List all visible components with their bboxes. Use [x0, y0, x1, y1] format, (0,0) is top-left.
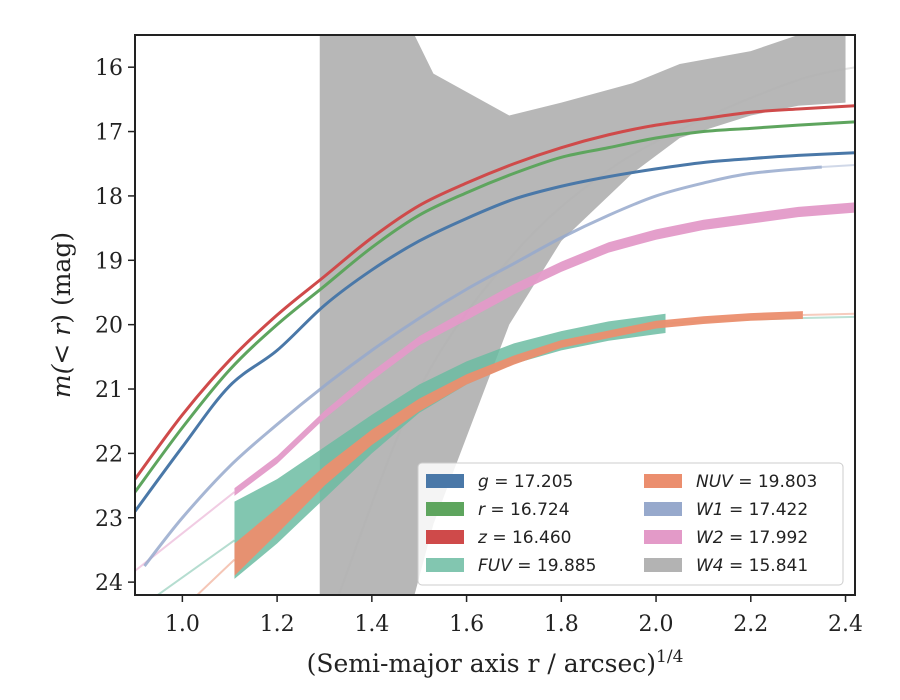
y-tick-label: 17 [95, 121, 123, 146]
legend-label-nuv: NUV = 19.803 [696, 472, 817, 492]
series-z-line [135, 104, 855, 481]
legend-swatch-w1 [644, 502, 682, 516]
y-axis-label-math: < r [47, 322, 76, 365]
axes: 1.0 1.2 1.4 1.6 1.8 2.0 2.2 2.4 16 17 18 19 20 21 22 23… [95, 34, 863, 637]
legend-label-g: g = 17.205 [478, 472, 573, 492]
series-fuv-faint-start [156, 539, 236, 595]
x-tick-label: 1.8 [544, 612, 579, 637]
series-r-line [135, 120, 855, 493]
x-tick-label: 1.4 [354, 612, 389, 637]
legend-swatch-w4 [644, 558, 682, 572]
y-axis-label: m(< r) (mag) [47, 232, 76, 398]
legend-swatch-w2 [644, 530, 682, 544]
legend-label-w2: W2 = 17.992 [696, 528, 808, 548]
legend-swatch-nuv [644, 474, 682, 488]
legend: g = 17.205 r = 16.724 z = 16.460 FUV = 19.8… [417, 462, 844, 586]
legend-label-w1: W1 = 17.422 [696, 500, 808, 520]
y-tick-label: 24 [95, 571, 123, 596]
series-w4-region [319, 35, 846, 595]
x-tick-label: 2.2 [733, 612, 768, 637]
legend-label-r: r = 16.724 [478, 500, 570, 520]
x-tick-label: 2.0 [639, 612, 674, 637]
legend-swatch-r [426, 502, 464, 516]
legend-label-z: z = 16.460 [477, 528, 571, 548]
y-axis-label-prefix: m( [47, 363, 76, 398]
series-nuv-extension [802, 312, 855, 316]
legend-swatch-z [426, 530, 464, 544]
legend-swatch-g [426, 474, 464, 488]
legend-box [417, 462, 844, 586]
legend-label-w4: W4 = 15.841 [696, 556, 808, 576]
series-w1-line [143, 165, 822, 567]
y-tick-label: 23 [95, 507, 123, 532]
y-tick-label: 19 [95, 249, 123, 274]
plot-frame [134, 34, 856, 596]
y-tick-label: 22 [95, 442, 123, 467]
legend-label-fuv: FUV = 19.885 [478, 556, 596, 576]
y-tick-label: 16 [95, 56, 123, 81]
x-axis-label: (Semi-major axis r / arcsec)1/4 [307, 647, 684, 678]
x-tick-label: 1.6 [449, 612, 484, 637]
plot-clip-group [135, 35, 855, 595]
x-axis-label-sup: 1/4 [656, 647, 683, 667]
legend-swatch-fuv [426, 558, 464, 572]
series-nuv-faint-start [195, 558, 236, 595]
x-tick-label: 1.2 [260, 612, 295, 637]
x-tick-label: 2.4 [828, 612, 863, 637]
y-tick-label: 21 [95, 378, 123, 403]
plot-area [135, 35, 855, 595]
y-tick-label: 20 [95, 314, 123, 339]
x-axis-label-text: (Semi-major axis r / arcsec) [307, 649, 656, 678]
y-axis-label-suffix: ) (mag) [47, 232, 76, 324]
y-tick-label: 18 [95, 185, 123, 210]
series-g-line [135, 151, 855, 513]
series-w1-extension [821, 164, 855, 168]
x-tick-label: 1.0 [165, 612, 200, 637]
